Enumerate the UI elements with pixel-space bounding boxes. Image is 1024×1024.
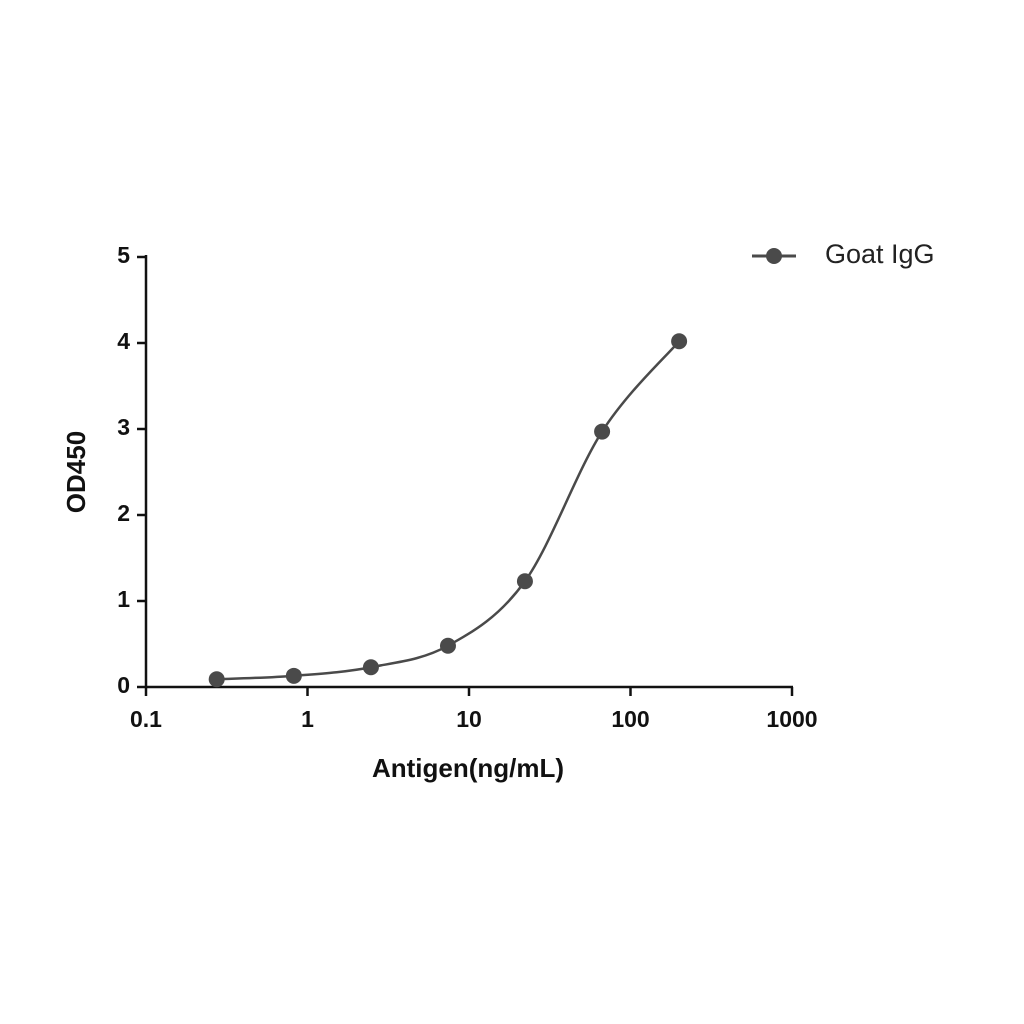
data-point: [671, 333, 688, 350]
legend-label: Goat IgG: [825, 239, 935, 269]
y-axis-title: OD450: [61, 431, 91, 513]
x-tick-label: 1000: [766, 706, 817, 732]
x-tick-label: 1: [301, 706, 314, 732]
y-tick-label: 1: [117, 586, 130, 612]
x-axis-title: Antigen(ng/mL): [372, 753, 564, 783]
data-point: [362, 659, 379, 676]
x-tick-label: 10: [456, 706, 482, 732]
x-tick-label: 0.1: [130, 706, 162, 732]
data-point: [516, 573, 533, 590]
data-point: [208, 671, 225, 688]
y-tick-label: 2: [117, 500, 130, 526]
data-point: [594, 423, 611, 440]
y-tick-label: 0: [117, 672, 130, 698]
x-tick-label: 100: [611, 706, 649, 732]
legend-marker: [766, 248, 782, 264]
y-tick-label: 5: [117, 242, 130, 268]
y-tick-label: 3: [117, 414, 130, 440]
fit-curve: [216, 340, 681, 681]
data-point: [439, 637, 456, 654]
y-tick-label: 4: [117, 328, 130, 354]
data-point: [285, 667, 302, 684]
